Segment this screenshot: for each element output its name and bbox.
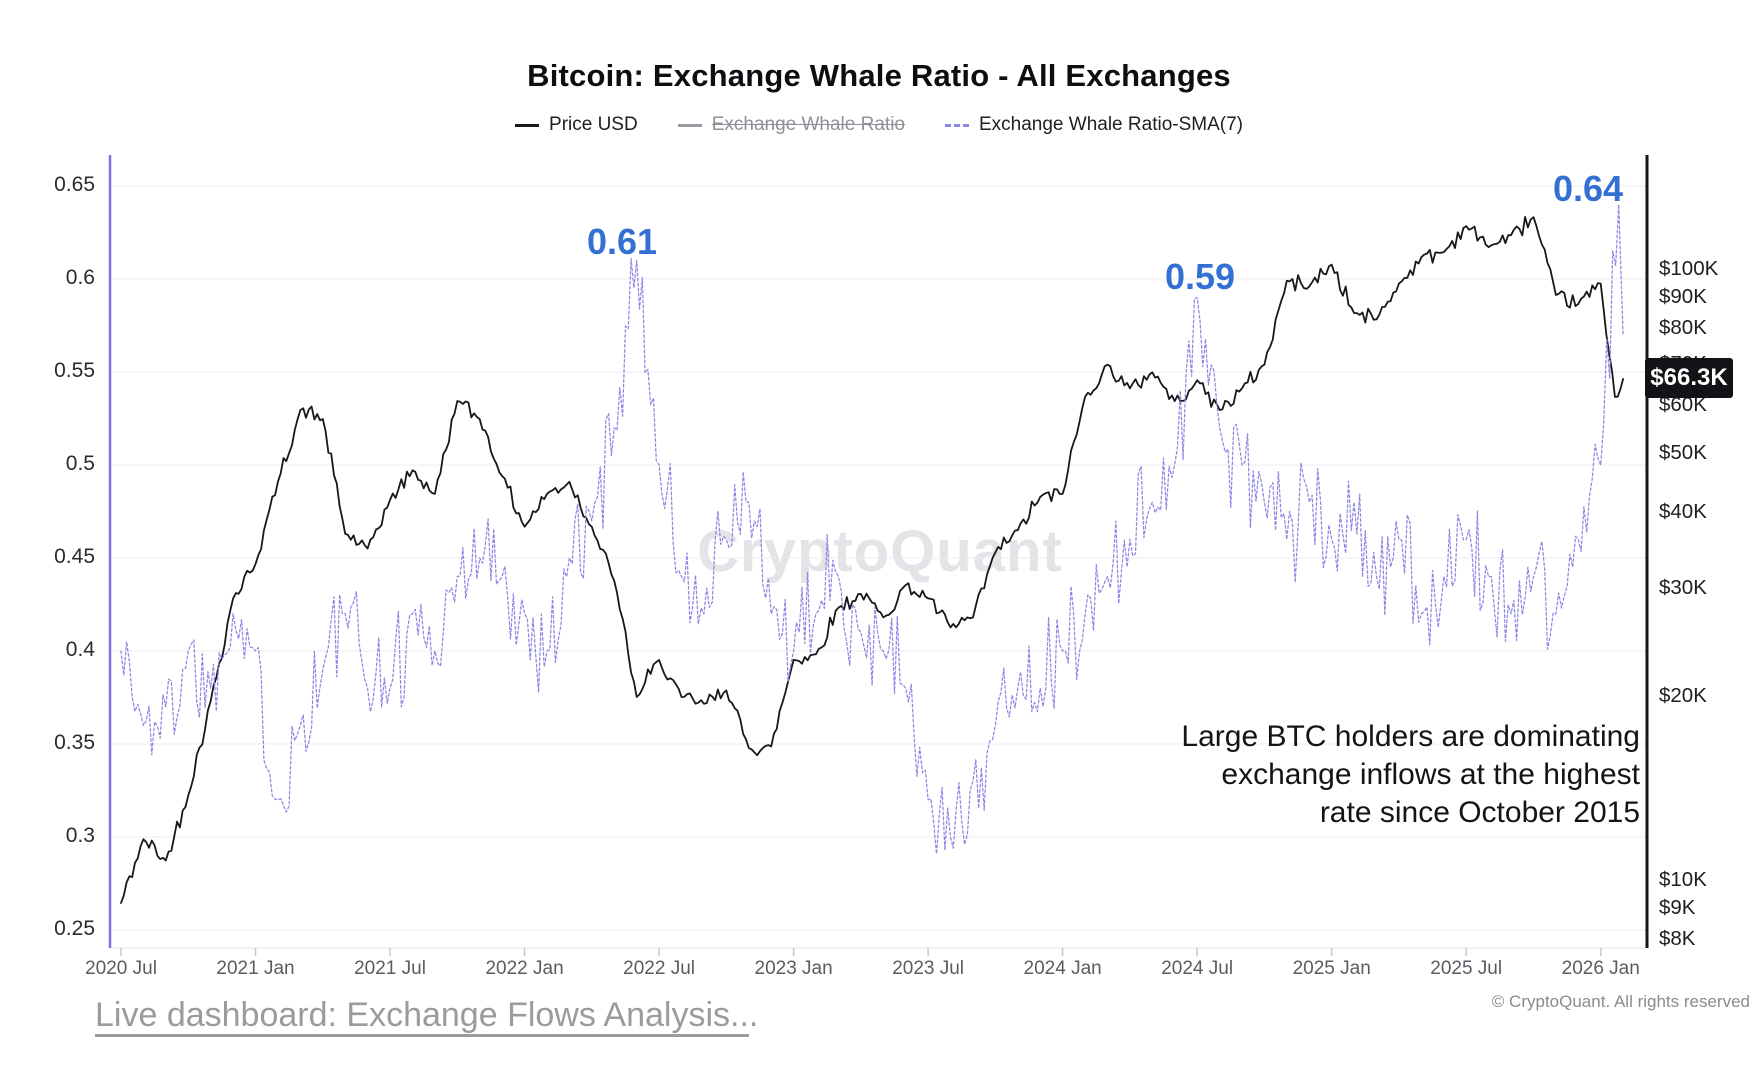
- annotation-peak-2026: 0.64: [1552, 168, 1624, 209]
- whale-ratio-line-swatch-icon: [677, 123, 702, 127]
- whale-ratio-sma-line-swatch-icon: [944, 123, 969, 127]
- live-dashboard-link[interactable]: Live dashboard: Exchange Flows Analysis.…: [95, 996, 758, 1035]
- price-usd-line: [120, 215, 1624, 904]
- legend-item-price-usd[interactable]: Price USD: [515, 114, 638, 136]
- note-line-2: exchange inflows at the highest: [1221, 758, 1640, 791]
- whale-ratio-sma-line: [120, 203, 1624, 855]
- legend-item-exchange-whale-ratio[interactable]: Exchange Whale Ratio: [677, 114, 905, 136]
- legend-label-whale-ratio-sma: Exchange Whale Ratio-SMA(7): [978, 114, 1243, 135]
- legend-label-price-usd: Price USD: [549, 114, 638, 135]
- annotation-peak-2024: 0.59: [1164, 256, 1236, 297]
- cryptoquant-watermark: CryptoQuant: [697, 519, 1063, 584]
- live-dashboard-link-text[interactable]: Live dashboard: Exchange Flows Analysis.…: [95, 996, 749, 1034]
- chart-note: Large BTC holders are dominating exchang…: [1181, 718, 1640, 832]
- last-price-badge: $66.3K: [1645, 358, 1733, 398]
- annotation-peak-2022: 0.61: [586, 221, 658, 262]
- link-suffix-dot: .: [748, 996, 759, 1034]
- price-line-swatch-icon: [515, 123, 540, 127]
- legend-label-exchange-whale-ratio: Exchange Whale Ratio: [711, 114, 905, 135]
- legend: Price USD Exchange Whale Ratio Exchange …: [0, 114, 1758, 136]
- copyright-text: © CryptoQuant. All rights reserved: [1491, 992, 1750, 1011]
- note-line-1: Large BTC holders are dominating: [1181, 720, 1640, 753]
- page-title: Bitcoin: Exchange Whale Ratio - All Exch…: [527, 58, 1231, 93]
- note-line-3: rate since October 2015: [1319, 796, 1640, 829]
- legend-item-whale-ratio-sma[interactable]: Exchange Whale Ratio-SMA(7): [944, 114, 1243, 136]
